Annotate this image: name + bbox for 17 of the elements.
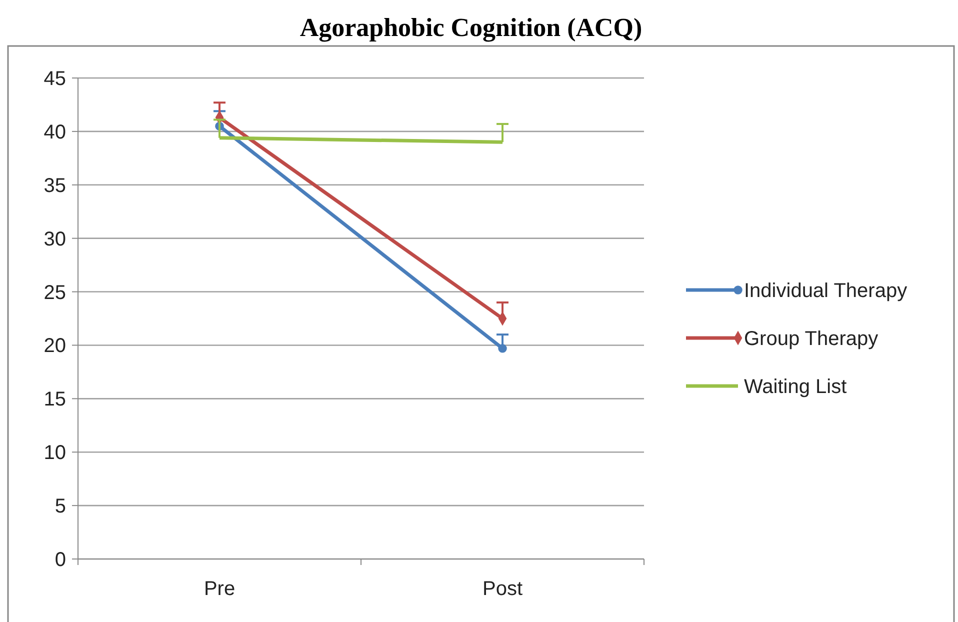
- y-tick-label: 0: [54, 549, 66, 571]
- legend-label: Individual Therapy: [744, 280, 908, 302]
- legend-label: Waiting List: [744, 376, 848, 398]
- legend-label: Group Therapy: [744, 328, 878, 350]
- x-tick-label: Post: [482, 578, 523, 600]
- y-tick-label: 45: [44, 68, 66, 90]
- y-tick-label: 40: [44, 121, 66, 144]
- y-tick-label: 20: [44, 335, 66, 358]
- y-tick-label: 30: [44, 228, 66, 250]
- point: [498, 344, 507, 353]
- x-tick-label: Pre: [204, 578, 236, 600]
- y-tick-label: 35: [44, 174, 66, 197]
- y-tick-label: 15: [44, 388, 66, 411]
- y-tick-label: 5: [54, 496, 66, 518]
- y-tick-label: 10: [44, 442, 66, 464]
- chart-title: Agoraphobic Cognition (ACQ): [300, 13, 642, 42]
- y-tick-label: 25: [44, 282, 66, 304]
